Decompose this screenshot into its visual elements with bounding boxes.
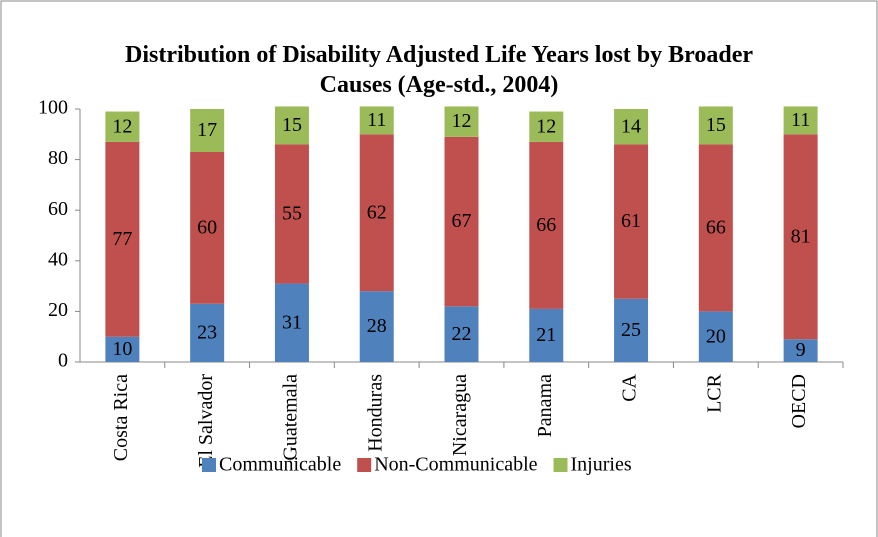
legend-label: Injuries (571, 454, 632, 476)
bar-segment (190, 303, 225, 362)
data-label: 15 (282, 114, 302, 136)
data-label: 55 (282, 203, 302, 225)
legend-swatch (202, 458, 216, 472)
bar-segment (105, 111, 140, 142)
data-label: 61 (621, 210, 641, 232)
bar-segment (529, 141, 564, 309)
bar-segment (274, 106, 309, 145)
legend-label: Communicable (219, 454, 341, 476)
bar-segment (359, 134, 394, 292)
bar-segment (444, 106, 479, 137)
bar-segment (614, 109, 649, 145)
chart-title: Distribution of Disability Adjusted Life… (124, 42, 754, 98)
data-label: 23 (197, 321, 217, 343)
data-label: 9 (796, 339, 806, 361)
data-label: 14 (621, 115, 641, 137)
bar-segment (190, 109, 225, 153)
data-label: 15 (706, 114, 726, 136)
y-tick-label: 40 (48, 248, 68, 270)
data-label: 11 (367, 109, 386, 131)
bar-segment (614, 298, 649, 362)
y-tick-label: 0 (58, 350, 68, 372)
bar-segment (614, 144, 649, 299)
data-label: 66 (536, 214, 556, 236)
bar-segment (359, 291, 394, 362)
legend-swatch (553, 458, 568, 472)
data-label: 17 (197, 119, 217, 141)
x-tick-label: CA (619, 373, 641, 401)
data-label: 66 (706, 217, 726, 239)
bar-segment (698, 144, 733, 312)
data-label: 21 (536, 324, 556, 346)
x-tick-label: LCR (703, 373, 725, 413)
y-tick-label: 20 (48, 299, 68, 321)
data-label: 28 (367, 315, 387, 337)
x-tick-label: Costa Rica (110, 374, 132, 461)
x-tick-label: El Salvador (195, 374, 217, 468)
bar-segment (190, 152, 225, 304)
data-label: 31 (282, 311, 302, 333)
data-label: 60 (197, 217, 217, 239)
legend-swatch (357, 458, 372, 472)
title-box: Distribution of Disability Adjusted Life… (0, 40, 878, 100)
bar-segment (105, 336, 140, 362)
data-label: 12 (452, 110, 472, 132)
bar-segment (529, 308, 564, 362)
bar-segment (783, 339, 818, 362)
y-tick-label: 60 (48, 198, 68, 220)
bar-segment (274, 283, 309, 362)
bar-segment (444, 136, 479, 307)
x-tick-label: Guatemala (280, 374, 302, 461)
data-label: 77 (112, 228, 132, 250)
bar-segment (274, 144, 309, 284)
y-tick-label: 100 (38, 97, 68, 119)
bar-segment (783, 106, 818, 135)
bar-segment (529, 111, 564, 142)
x-tick-label: Panama (534, 374, 556, 437)
x-tick-label: OECD (788, 374, 810, 428)
data-label: 22 (452, 323, 472, 345)
data-label: 20 (706, 325, 726, 347)
data-label: 25 (621, 319, 641, 341)
data-label: 12 (112, 115, 132, 137)
bar-segment (698, 311, 733, 362)
bar-segment (444, 306, 479, 362)
bar-segment (105, 141, 140, 337)
data-label: 62 (367, 201, 387, 223)
bar-segment (698, 106, 733, 145)
data-label: 11 (791, 109, 810, 131)
x-tick-label: Honduras (364, 374, 386, 452)
data-label: 12 (536, 115, 556, 137)
x-tick-label: Nicaragua (449, 374, 471, 456)
data-label: 81 (791, 225, 811, 247)
legend-label: Non-Communicable (374, 454, 537, 476)
data-label: 67 (452, 210, 472, 232)
data-label: 10 (112, 338, 132, 360)
bar-segment (783, 134, 818, 340)
bar-segment (359, 106, 394, 135)
y-tick-label: 80 (48, 147, 68, 169)
